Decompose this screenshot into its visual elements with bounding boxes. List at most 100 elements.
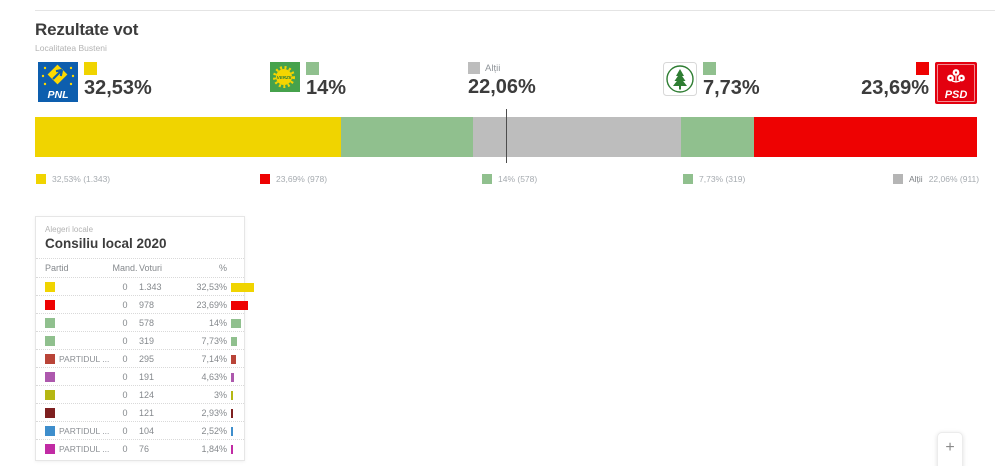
table-body: 0 1.343 32,53% 0 978 23,69% 0 578 14% 0 …	[36, 278, 255, 458]
percent-mini-bar	[231, 336, 237, 346]
table-row[interactable]: PARTIDUL ... 0 104 2,52%	[36, 422, 244, 440]
table-title: Consiliu local 2020	[45, 236, 167, 251]
bar-segment[interactable]	[753, 117, 977, 157]
bar-segment[interactable]	[341, 117, 474, 157]
results-panel: Rezultate vot Localitatea Busteni PNL	[35, 10, 995, 461]
per-logo	[663, 62, 697, 101]
table-row[interactable]: PARTIDUL ... 0 76 1,84%	[36, 440, 244, 458]
pnl-color-swatch	[84, 62, 97, 75]
party-name: PARTIDUL ...	[59, 444, 110, 454]
percent-mini-bar	[231, 354, 237, 364]
percent-value: 2,93%	[201, 408, 227, 418]
psd-logo: PSD	[935, 62, 977, 109]
table-row[interactable]: 0 978 23,69%	[36, 296, 249, 314]
legend-value: 23,69% (978)	[276, 174, 328, 184]
party-color-swatch	[45, 300, 55, 310]
percent-value: 1,84%	[201, 444, 227, 454]
col-voturi: Voturi	[139, 263, 163, 273]
party-summary-verzii: VERZII 14%	[270, 62, 346, 100]
party-color-swatch	[45, 318, 55, 328]
zoom-in-button[interactable]: +	[937, 432, 963, 466]
percent-value: 23,69%	[196, 300, 227, 310]
col-mand: Mand.	[112, 263, 138, 273]
legend-swatch	[36, 174, 46, 184]
table-header-row: Partid Mand. Voturi %	[36, 258, 244, 278]
percent-mini-bar	[231, 372, 235, 382]
svg-text:PNL: PNL	[48, 89, 69, 101]
pnl-logo: PNL	[38, 62, 78, 107]
bar-segment[interactable]	[473, 117, 682, 157]
legend-item[interactable]: 14% (578)	[482, 174, 537, 184]
percent-mini-bar	[231, 390, 234, 400]
verzii-color-swatch	[306, 62, 319, 75]
per-percentage: 7,73%	[703, 77, 760, 99]
altii-label: Alții	[485, 62, 501, 74]
party-color-swatch	[45, 444, 55, 454]
percent-mini-bar	[231, 282, 255, 292]
table-row[interactable]: 0 124 3%	[36, 386, 244, 404]
table-row[interactable]: 0 578 14%	[36, 314, 244, 332]
party-name: PARTIDUL ...	[59, 426, 110, 436]
votes-value: 191	[139, 372, 155, 382]
results-table-card: Alegeri locale Consiliu local 2020 Parti…	[35, 216, 255, 461]
percent-value: 32,53%	[196, 282, 227, 292]
table-kicker: Alegeri locale	[45, 225, 94, 234]
verzii-percentage: 14%	[306, 77, 347, 99]
percent-mini-bar	[231, 444, 233, 454]
percent-value: 7,73%	[201, 336, 227, 346]
page-subtitle: Localitatea Busteni	[35, 43, 107, 53]
legend-swatch	[683, 174, 693, 184]
table-row[interactable]: 0 319 7,73%	[36, 332, 244, 350]
percent-value: 4,63%	[201, 372, 227, 382]
legend-swatch	[893, 174, 903, 184]
table-row[interactable]: 0 121 2,93%	[36, 404, 244, 422]
votes-value: 319	[139, 336, 155, 346]
legend-value: 22,06% (911)	[928, 174, 980, 184]
legend-item[interactable]: 23,69% (978)	[260, 174, 327, 184]
votes-value: 124	[139, 390, 155, 400]
party-color-swatch	[45, 408, 55, 418]
votes-value: 295	[139, 354, 155, 364]
percent-value: 14%	[208, 318, 227, 328]
bar-segment[interactable]	[681, 117, 754, 157]
table-row[interactable]: 0 191 4,63%	[36, 368, 244, 386]
percent-mini-bar	[231, 318, 242, 328]
bar-segment[interactable]	[35, 117, 342, 157]
legend-value: 14% (578)	[498, 174, 538, 184]
party-color-swatch	[45, 336, 55, 346]
verzii-logo: VERZII	[270, 62, 300, 97]
party-summary-psd: 23,69% PSD	[861, 62, 977, 109]
percent-mini-bar	[231, 408, 234, 418]
party-color-swatch	[45, 390, 55, 400]
party-color-swatch	[45, 282, 55, 292]
altii-percentage: 22,06%	[468, 76, 536, 98]
percent-mini-bar	[231, 300, 249, 310]
party-color-swatch	[45, 426, 55, 436]
table-row[interactable]: PARTIDUL ... 0 295 7,14%	[36, 350, 244, 368]
party-name: PARTIDUL ...	[59, 354, 110, 364]
legend-item[interactable]: 32,53% (1.343)	[36, 174, 110, 184]
legend-item[interactable]: Alții 22,06% (911)	[893, 174, 979, 184]
psd-percentage: 23,69%	[861, 77, 929, 99]
legend-item[interactable]: 7,73% (319)	[683, 174, 745, 184]
votes-value: 578	[139, 318, 155, 328]
col-pct: %	[218, 263, 227, 273]
legend-party-name: Alții	[909, 174, 923, 184]
mandates-value: 0	[122, 408, 128, 418]
votes-value: 1.343	[139, 282, 162, 292]
mandates-value: 0	[122, 336, 128, 346]
page-title: Rezultate vot	[35, 20, 139, 39]
percent-value: 7,14%	[201, 354, 227, 364]
party-summary-pnl: PNL 32,53%	[38, 62, 152, 107]
altii-color-swatch	[468, 62, 480, 74]
per-color-swatch	[703, 62, 716, 75]
table-row[interactable]: 0 1.343 32,53%	[36, 278, 255, 296]
votes-value: 76	[139, 444, 150, 454]
legend-swatch	[260, 174, 270, 184]
svg-text:VERZII: VERZII	[277, 75, 292, 80]
party-color-swatch	[45, 372, 55, 382]
votes-value: 121	[139, 408, 155, 418]
party-color-swatch	[45, 354, 55, 364]
results-legend: 32,53% (1.343) 23,69% (978) 14% (578) 7,…	[35, 174, 995, 188]
legend-swatch	[482, 174, 492, 184]
